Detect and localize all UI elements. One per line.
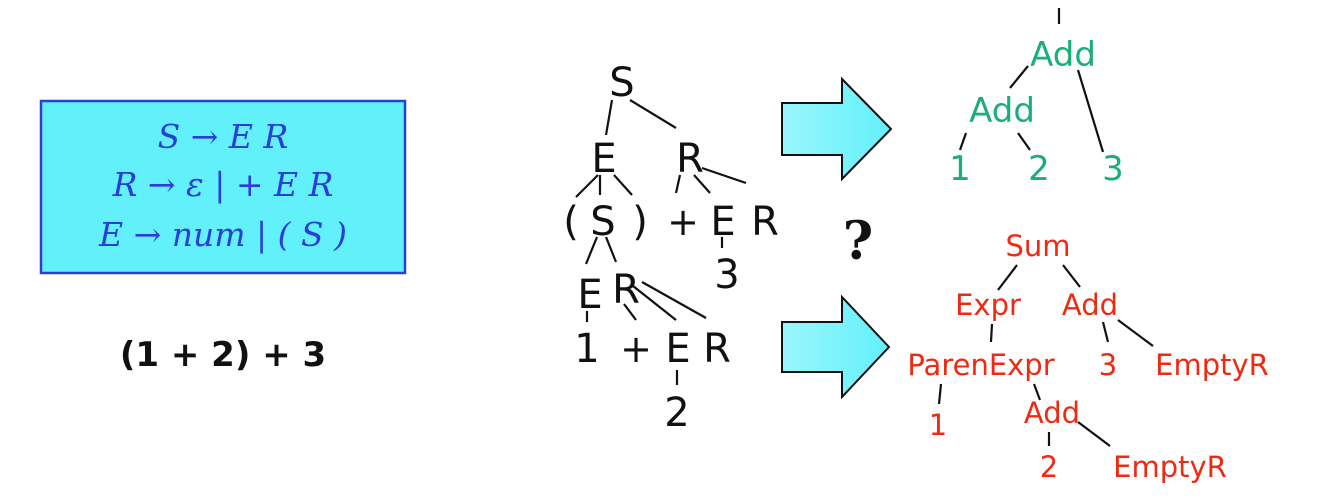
- parse-tree-edges: [575, 99, 747, 385]
- ast-node-add-root: Add: [1030, 35, 1096, 75]
- parse-node-rparen: ): [632, 199, 648, 245]
- grammar-rule-e: E → num | ( S ): [98, 215, 347, 254]
- concrete-node-expr: Expr: [955, 288, 1021, 322]
- parse-node-lparen: (: [563, 199, 579, 245]
- input-expression: (1 + 2) + 3: [120, 335, 326, 375]
- parse-node-e2: E: [710, 199, 735, 245]
- parse-node-r2: R: [751, 199, 779, 245]
- parse-node-r3: R: [612, 267, 640, 313]
- parse-node-s: S: [609, 60, 634, 106]
- grammar-rule-s: S → E R: [158, 117, 289, 156]
- concrete-node-3: 3: [1099, 348, 1117, 382]
- parse-node-e4: E: [665, 326, 690, 372]
- ast-tree: Add Add 1 2 3: [949, 8, 1124, 189]
- parse-node-3: 3: [714, 252, 739, 298]
- right-arrow-icon: [781, 76, 893, 182]
- parse-node-r4: R: [703, 326, 731, 372]
- ast-node-add: Add: [969, 91, 1035, 131]
- grammar-rule-r: R → ε | + E R: [112, 165, 334, 204]
- concrete-node-emptyr-inner: EmptyR: [1113, 450, 1227, 484]
- parse-node-e: E: [591, 136, 616, 182]
- parse-node-r: R: [676, 136, 704, 182]
- parse-node-2: 2: [664, 390, 689, 436]
- grammar-box: S → E R R → ε | + E R E → num | ( S ): [39, 99, 407, 275]
- concrete-node-sum: Sum: [1005, 229, 1070, 263]
- concrete-node-parenexpr: ParenExpr: [907, 348, 1054, 382]
- parse-node-1: 1: [574, 326, 599, 372]
- parse-node-plus2: +: [620, 327, 652, 371]
- grammar-box-frame: [39, 99, 407, 275]
- parse-tree: S E R ( S ) + E R 3 E R 1 + E R 2: [563, 60, 779, 436]
- concrete-node-1: 1: [929, 408, 947, 442]
- parse-node-plus: +: [667, 200, 699, 244]
- parse-node-e3: E: [577, 272, 602, 318]
- concrete-node-emptyr: EmptyR: [1155, 348, 1269, 382]
- concrete-node-add: Add: [1062, 288, 1118, 322]
- concrete-node-2: 2: [1040, 450, 1058, 484]
- ast-node-3: 3: [1102, 149, 1124, 189]
- parse-node-s-inner: S: [590, 199, 615, 245]
- concrete-tree: Sum Expr Add ParenExpr 3 EmptyR 1 Add 2 …: [907, 229, 1268, 484]
- question-mark: ?: [843, 211, 873, 272]
- right-arrow-icon: [781, 294, 891, 400]
- ast-node-2: 2: [1028, 149, 1050, 189]
- concrete-node-add-inner: Add: [1024, 396, 1080, 430]
- ast-node-1: 1: [949, 149, 971, 189]
